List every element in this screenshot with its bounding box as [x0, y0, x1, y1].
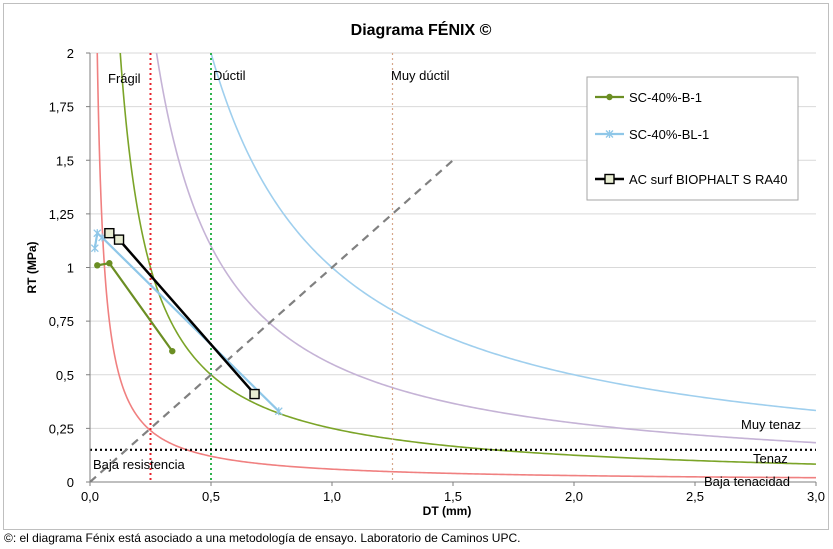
data-point	[169, 347, 176, 355]
y-tick-label: 0	[67, 475, 74, 490]
x-tick-label: 1,5	[444, 489, 462, 504]
x-tick-label: 2,5	[686, 489, 704, 504]
plot-layer	[90, 53, 816, 482]
y-tick-label: 1,75	[49, 100, 74, 115]
label-tenaz: Tenaz	[753, 451, 788, 466]
x-tick-label: 1,0	[323, 489, 341, 504]
reference-curve-3	[210, 53, 816, 412]
legend-swatch-marker-0	[606, 93, 613, 101]
x-tick-label: 0,5	[202, 489, 220, 504]
x-axis-label: DT (mm)	[423, 504, 472, 518]
series-line-2	[108, 232, 256, 395]
data-point	[104, 227, 115, 239]
label-baja-resistencia: Baja resistencia	[93, 457, 186, 472]
y-tick-label: 1,5	[56, 153, 74, 168]
legend-label-1: SC-40%-BL-1	[629, 127, 709, 142]
y-tick-label: 1,25	[49, 207, 74, 222]
y-tick-label: 1	[67, 261, 74, 276]
legend-swatch-marker-2	[604, 173, 615, 185]
y-tick-label: 0,25	[49, 421, 74, 436]
label-fragil: Frágil	[108, 71, 141, 86]
label-ductil: Dúctil	[213, 68, 246, 83]
data-point	[94, 262, 101, 269]
y-tick-label: 0,5	[56, 368, 74, 383]
x-tick-label: 0,0	[81, 489, 99, 504]
reference-curve-0	[96, 53, 816, 479]
y-tick-label: 2	[67, 46, 74, 61]
reference-curve-2	[155, 53, 816, 444]
legend-label-2: AC surf BIOPHALT S RA40	[629, 172, 787, 187]
label-baja-tenacidad: Baja tenacidad	[704, 474, 790, 489]
data-point	[90, 244, 99, 253]
data-point	[106, 260, 113, 267]
x-tick-label: 2,0	[565, 489, 583, 504]
data-point	[249, 388, 260, 400]
fenix-chart: Diagrama FÉNIX © 0,0 0,5 1,0 1,5 2,0 2,5 3,0 0 0,…	[25, 20, 825, 518]
x-tick-label: 3,0	[807, 489, 825, 504]
legend-label-0: SC-40%-B-1	[629, 90, 702, 105]
label-muy-tenaz: Muy tenaz	[741, 417, 801, 432]
chart-title: Diagrama FÉNIX ©	[351, 20, 492, 39]
label-muy-ductil: Muy dúctil	[391, 68, 450, 83]
y-axis-label: RT (MPa)	[25, 242, 39, 294]
reference-curve-1	[119, 53, 816, 465]
chart-frame	[3, 3, 829, 530]
footnote: ©: el diagrama Fénix está asociado a una…	[4, 531, 521, 545]
reference-diagonal-4	[90, 159, 454, 482]
data-point	[113, 234, 125, 245]
y-tick-label: 0,75	[49, 314, 74, 329]
legend-swatch-marker-1	[605, 130, 614, 138]
data-point	[274, 407, 283, 416]
